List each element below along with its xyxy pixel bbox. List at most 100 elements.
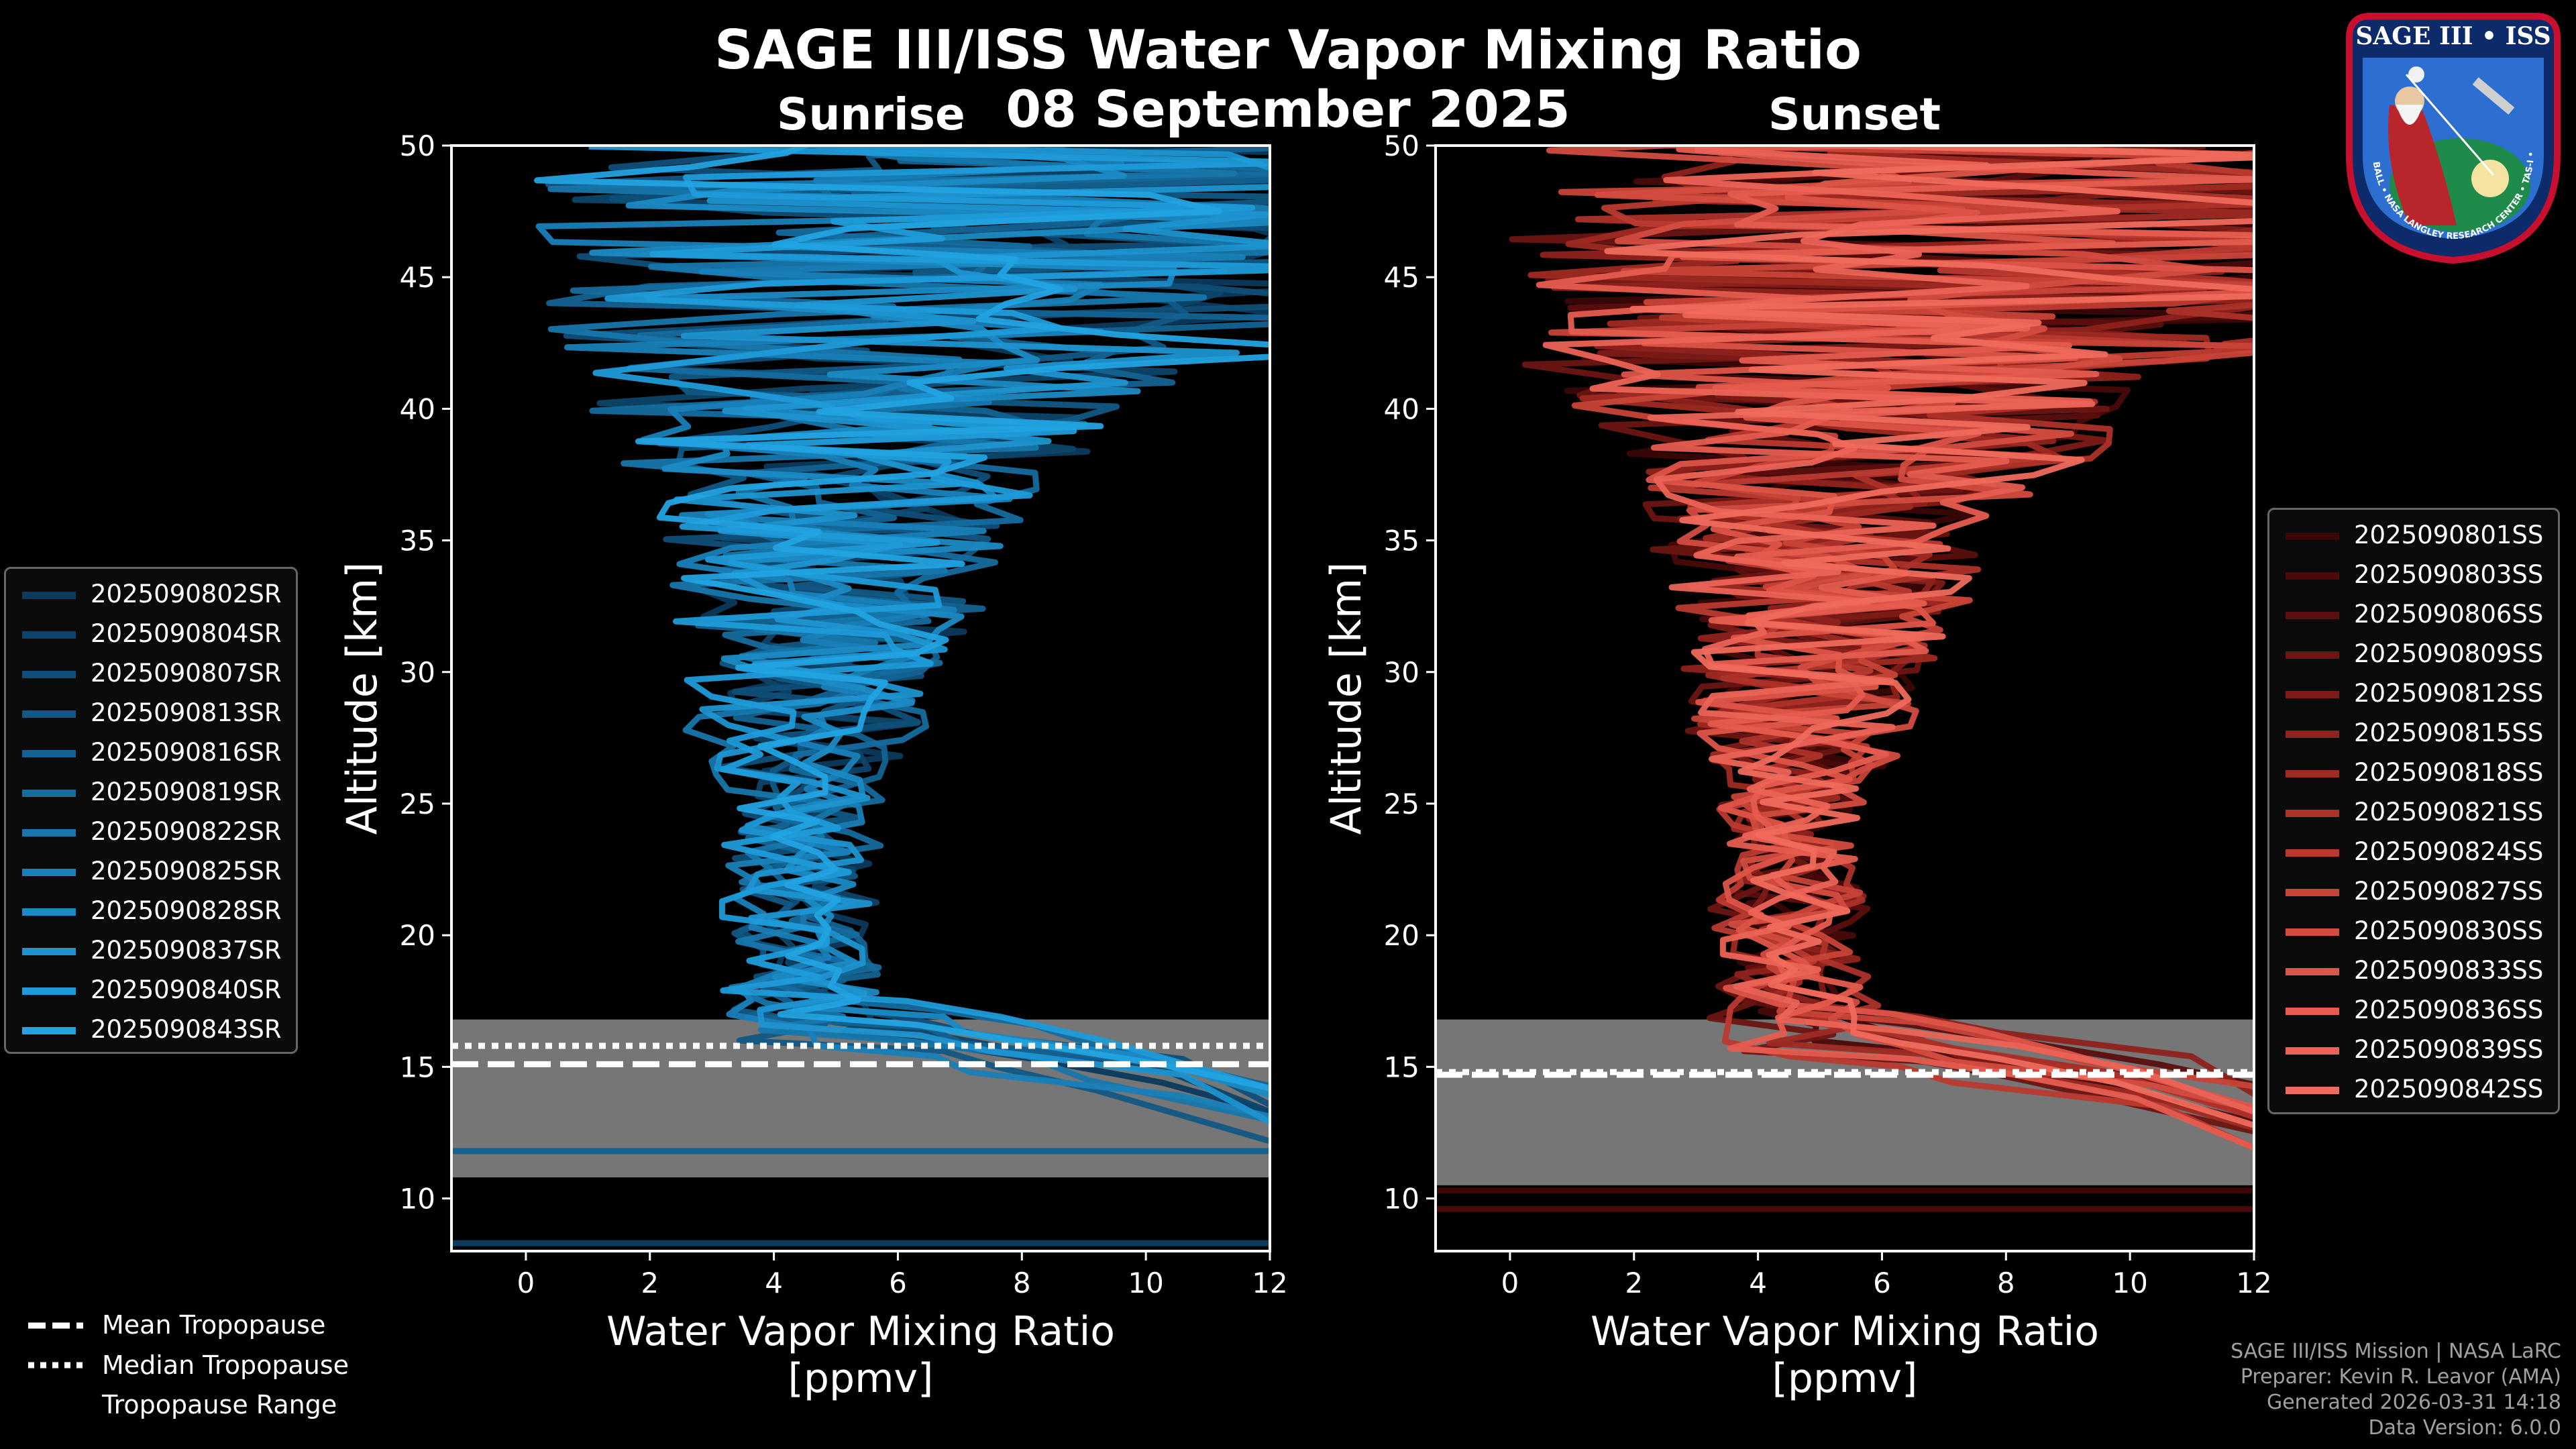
y-tick-label: 40: [400, 392, 435, 425]
legend-swatch-2025090843SR: [22, 1027, 76, 1034]
legend-label-2025090828SR: 2025090828SR: [91, 896, 282, 925]
sunset-label: Sunset: [1768, 89, 1941, 140]
legend-label-2025090843SR: 2025090843SR: [91, 1015, 282, 1044]
y-tick-label: 30: [1384, 656, 1419, 689]
sage-iii-iss-logo: SAGE III • ISS BALL • NASA LANGLEY RESEA…: [2343, 11, 2561, 264]
sunrise-label: Sunrise: [777, 89, 965, 140]
sunrise-panel: 0 2 4 6 8 10 12 10 15 20 25 30 35 40 45 50 Water Vapor M…: [337, 129, 1288, 1402]
legend-label-2025090830SS: 2025090830SS: [2354, 916, 2544, 945]
legend-label-2025090816SR: 2025090816SR: [91, 738, 282, 767]
legend-swatch-2025090825SR: [22, 869, 76, 876]
chart-date: 08 September 2025: [1006, 79, 1570, 139]
legend-swatch-2025090812SS: [2286, 691, 2339, 698]
credits-data-version: Data Version: 6.0.0: [2368, 1416, 2561, 1440]
y-tick-label: 30: [400, 656, 435, 689]
x-tick-label: 2: [641, 1267, 659, 1299]
y-axis-label: Altitude [km]: [337, 562, 386, 835]
x-tick-label: 2: [1625, 1267, 1643, 1299]
legend-label-2025090806SS: 2025090806SS: [2354, 600, 2544, 629]
y-tick-label: 25: [400, 788, 435, 820]
x-tick-label: 6: [889, 1267, 907, 1299]
x-tick-label: 4: [765, 1267, 783, 1299]
logo-title: SAGE III • ISS: [2355, 22, 2551, 50]
legend-swatch-2025090827SS: [2286, 889, 2339, 896]
x-tick-label: 4: [1749, 1267, 1767, 1299]
profile-line-2025090840SR: [588, 146, 1270, 1092]
legend-swatch-2025090804SR: [22, 631, 76, 639]
y-tick-label: 40: [1384, 392, 1419, 425]
x-axis-unit-label: [ppmv]: [788, 1355, 934, 1402]
y-tick-label: 15: [400, 1051, 435, 1083]
credits-preparer: Preparer: Kevin R. Leavor (AMA): [2240, 1365, 2561, 1389]
median-tropopause-label: Median Tropopause: [102, 1350, 349, 1380]
y-tick-label: 45: [400, 261, 435, 294]
sunset-panel: 0 2 4 6 8 10 12 10 15 20 25 30 35 40 45 50 Water Vapor M…: [1322, 129, 2272, 1402]
sunset-legend: 2025090801SS 2025090803SS 2025090806SS 2025…: [2267, 508, 2560, 1114]
legend-swatch-2025090822SR: [22, 829, 76, 837]
profile-line-2025090842SS: [1604, 146, 2254, 1129]
credits-mission: SAGE III/ISS Mission | NASA LaRC: [2231, 1340, 2561, 1363]
legend-swatch-2025090802SR: [22, 592, 76, 599]
legend-label-2025090802SR: 2025090802SR: [91, 580, 282, 608]
x-axis-unit-label: [ppmv]: [1772, 1355, 1918, 1402]
legend-label-2025090812SS: 2025090812SS: [2354, 679, 2544, 708]
legend-label-2025090840SR: 2025090840SR: [91, 975, 282, 1004]
legend-swatch-2025090809SS: [2286, 651, 2339, 659]
legend-label-2025090804SR: 2025090804SR: [91, 619, 282, 648]
legend-swatch-2025090818SS: [2286, 770, 2339, 777]
legend-swatch-2025090803SS: [2286, 572, 2339, 580]
y-tick-label: 20: [400, 919, 435, 952]
legend-label-2025090842SS: 2025090842SS: [2354, 1075, 2544, 1104]
legend-label-2025090807SR: 2025090807SR: [91, 659, 282, 688]
profile-line-2025090816SR: [546, 146, 1270, 1089]
x-tick-label: 10: [2112, 1267, 2147, 1299]
plot-frame: [1434, 144, 2255, 1252]
legend-swatch-2025090837SR: [22, 948, 76, 955]
legend-swatch-2025090836SS: [2286, 1008, 2339, 1015]
legend-label-2025090824SS: 2025090824SS: [2354, 837, 2544, 866]
legend-label-2025090813SR: 2025090813SR: [91, 698, 282, 727]
y-tick-label: 25: [1384, 788, 1419, 820]
y-tick-label: 50: [1384, 129, 1419, 162]
legend-swatch-2025090840SR: [22, 987, 76, 995]
y-tick-label: 10: [400, 1183, 435, 1216]
legend-label-2025090836SS: 2025090836SS: [2354, 996, 2544, 1024]
legend-label-2025090833SS: 2025090833SS: [2354, 956, 2544, 985]
legend-swatch-2025090819SR: [22, 790, 76, 797]
legend-label-2025090825SR: 2025090825SR: [91, 857, 282, 885]
legend-label-2025090809SS: 2025090809SS: [2354, 639, 2544, 668]
legend-label-2025090821SS: 2025090821SS: [2354, 798, 2544, 826]
sunrise-legend: 2025090802SR 2025090804SR 2025090807SR 2025…: [4, 567, 298, 1054]
legend-swatch-2025090824SS: [2286, 849, 2339, 857]
legend-label-2025090837SR: 2025090837SR: [91, 936, 282, 965]
legend-label-2025090827SS: 2025090827SS: [2354, 877, 2544, 906]
y-tick-label: 45: [1384, 261, 1419, 294]
legend-swatch-2025090821SS: [2286, 810, 2339, 817]
y-tick-label: 10: [1384, 1183, 1419, 1216]
mean-tropopause-label: Mean Tropopause: [102, 1310, 326, 1340]
legend-swatch-2025090816SR: [22, 750, 76, 757]
legend-swatch-2025090839SS: [2286, 1047, 2339, 1055]
legend-label-2025090818SS: 2025090818SS: [2354, 758, 2544, 787]
legend-swatch-2025090813SR: [22, 710, 76, 718]
legend-label-2025090815SS: 2025090815SS: [2354, 718, 2544, 747]
credits: SAGE III/ISS Mission | NASA LaRC Prepare…: [2231, 1339, 2561, 1441]
x-tick-label: 0: [517, 1267, 535, 1299]
profile-line-2025090836SS: [1536, 146, 2254, 1151]
y-tick-label: 35: [1384, 525, 1419, 557]
legend-swatch-2025090807SR: [22, 671, 76, 678]
plot-frame: [450, 144, 1271, 1252]
y-tick-label: 35: [400, 525, 435, 557]
x-tick-label: 12: [2236, 1267, 2271, 1299]
legend-swatch-2025090830SS: [2286, 928, 2339, 936]
legend-label-2025090839SS: 2025090839SS: [2354, 1035, 2544, 1064]
x-axis-label: Water Vapor Mixing Ratio: [1591, 1308, 2099, 1355]
legend-swatch-2025090833SS: [2286, 968, 2339, 975]
chart-title: SAGE III/ISS Water Vapor Mixing Ratio: [714, 19, 1862, 81]
profile-line-2025090843SR: [534, 146, 1270, 1091]
tropopause-range-label: Tropopause Range: [102, 1390, 337, 1419]
legend-label-2025090819SR: 2025090819SR: [91, 777, 282, 806]
tropopause-legend-swatches: [28, 1322, 83, 1368]
credits-generated: Generated 2026-03-31 14:18: [2266, 1391, 2561, 1414]
